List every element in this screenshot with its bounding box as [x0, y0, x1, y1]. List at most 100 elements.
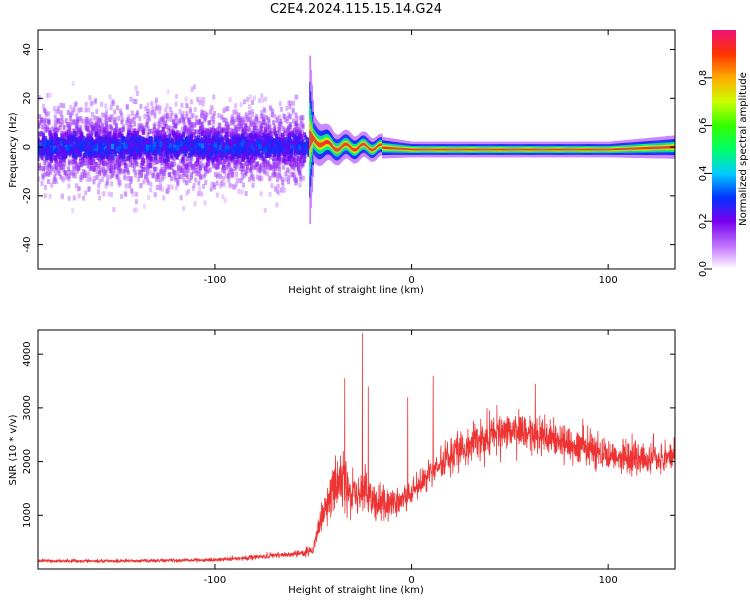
spectrogram-noise-cell [228, 97, 232, 103]
spectrogram-noise-cell [272, 127, 276, 133]
spectrogram-noise-cell [282, 126, 286, 132]
spectrogram-noise-cell [44, 111, 48, 117]
spectrogram-noise-cell [68, 159, 72, 165]
spectrogram-core-cell [129, 147, 133, 153]
spectrogram-core-cell [48, 150, 52, 156]
spectrogram-noise-cell [38, 176, 40, 182]
spectrogram-noise-cell [282, 113, 286, 119]
spectrogram-noise-cell [114, 116, 118, 122]
spectrogram-core-cell [243, 147, 247, 153]
spectrogram-core-cell [192, 148, 196, 154]
spectrogram-core-cell [255, 146, 259, 152]
spectrogram-noise-cell [44, 118, 48, 124]
spectrogram-band-cell [389, 147, 392, 150]
spectrogram-core-cell [231, 136, 235, 142]
spectrogram-core-cell [214, 152, 218, 158]
spectrogram-band-cell [362, 142, 365, 146]
spectrogram-core-cell [203, 135, 207, 141]
spectrogram-noise-cell [217, 171, 221, 177]
spectrogram-noise-cell [274, 130, 278, 136]
spectrogram-band-cell [373, 148, 376, 152]
spectrogram-noise-cell [291, 109, 295, 115]
spectrogram-noise-cell [185, 128, 189, 134]
spectrogram-core-cell [135, 148, 139, 154]
spectrogram-noise-cell [241, 127, 245, 133]
spectrogram-noise-cell [289, 100, 293, 106]
spectrogram-core-cell [98, 136, 102, 142]
spectrogram-noise-cell [174, 123, 178, 129]
spectrogram-noise-cell [152, 166, 156, 172]
spectrogram-band-cell [465, 148, 468, 151]
spectrogram-noise-cell [288, 104, 292, 110]
spectrogram-core-cell [123, 148, 127, 154]
spectrogram-core-cell [307, 138, 311, 144]
spectrogram-core-cell [48, 147, 52, 153]
spectrogram-noise-cell [80, 162, 84, 168]
spectrogram-core-cell [83, 152, 87, 158]
spectrogram-noise-cell [166, 187, 170, 193]
spectrogram-noise-cell [217, 126, 221, 132]
spectrogram-noise-cell [299, 176, 303, 182]
spectrogram-core-cell [82, 135, 86, 141]
spectrogram-band-cell [312, 134, 315, 143]
spectrogram-noise-cell [183, 164, 187, 170]
spectrogram-core-cell [237, 153, 241, 159]
spectrogram-noise-cell [217, 122, 221, 128]
spectrogram-noise-cell [141, 153, 145, 159]
spectrogram-noise-cell [234, 130, 238, 136]
spectrogram-noise-cell [294, 112, 298, 118]
spectrogram-noise-cell [278, 159, 282, 165]
spectrogram-core-cell [162, 136, 166, 142]
spectrogram-noise-cell [80, 171, 84, 177]
spectrogram-noise-cell [212, 128, 216, 134]
spectrogram-noise-cell [173, 139, 177, 145]
spectrogram-band-cell [314, 137, 317, 143]
spectrogram-noise-cell [129, 130, 133, 136]
spectrogram-noise-cell [276, 130, 280, 136]
spectrogram-noise-cell [279, 175, 283, 181]
spectrogram-noise-cell [232, 109, 236, 115]
spectrogram-noise-cell [127, 114, 131, 120]
spectrogram-noise-cell [180, 174, 184, 180]
spectrogram-core-cell [288, 132, 292, 138]
spectrogram-core-cell [63, 147, 67, 153]
spectrogram-core-cell [277, 139, 281, 145]
spectrogram-noise-cell [266, 120, 270, 126]
spectrogram-core-cell [186, 142, 190, 148]
spectrogram-band-cell [438, 148, 440, 151]
spectrogram-noise-cell [182, 116, 186, 122]
spectrogram-noise-cell [127, 119, 131, 125]
spectrogram-noise-cell [149, 110, 153, 116]
spectrogram-noise-cell [188, 130, 192, 136]
spectrogram-noise-cell [236, 133, 240, 139]
spectrogram-noise-cell [231, 183, 235, 189]
spectrogram-noise-cell [132, 207, 136, 213]
spectrogram-core-cell [171, 130, 175, 136]
spectrogram-noise-cell [52, 178, 56, 184]
spectrogram-noise-cell [299, 164, 303, 170]
spectrogram-band-cell [425, 148, 428, 151]
spectrogram-noise-cell [194, 120, 198, 126]
spectrogram-noise-cell [244, 191, 248, 197]
spectrogram-core-cell [152, 145, 156, 151]
spectrogram-band-cell [442, 148, 444, 151]
spectrogram-noise-cell [179, 118, 183, 124]
spectrogram-noise-cell [53, 176, 57, 182]
spectrogram-noise-cell [128, 183, 132, 189]
spectrogram-noise-cell [100, 176, 104, 182]
spectrogram-core-cell [120, 147, 124, 153]
spectrogram-noise-cell [237, 178, 241, 184]
spectrogram-noise-cell [104, 170, 108, 176]
spectrogram-core-cell [241, 133, 245, 139]
spectrogram-noise-cell [67, 183, 71, 189]
spectrogram-noise-cell [251, 176, 255, 182]
spectrogram-core-cell [241, 140, 245, 146]
spectrogram-noise-cell [38, 162, 42, 168]
spectrogram-noise-cell [139, 163, 143, 169]
spectrogram-core-cell [75, 137, 79, 143]
spectrogram-noise-cell [121, 127, 125, 133]
spectrogram-core-cell [265, 152, 269, 158]
spectrogram-noise-cell [269, 106, 273, 112]
spectrogram-noise-cell [227, 169, 231, 175]
spectrogram-noise-cell [99, 129, 103, 135]
